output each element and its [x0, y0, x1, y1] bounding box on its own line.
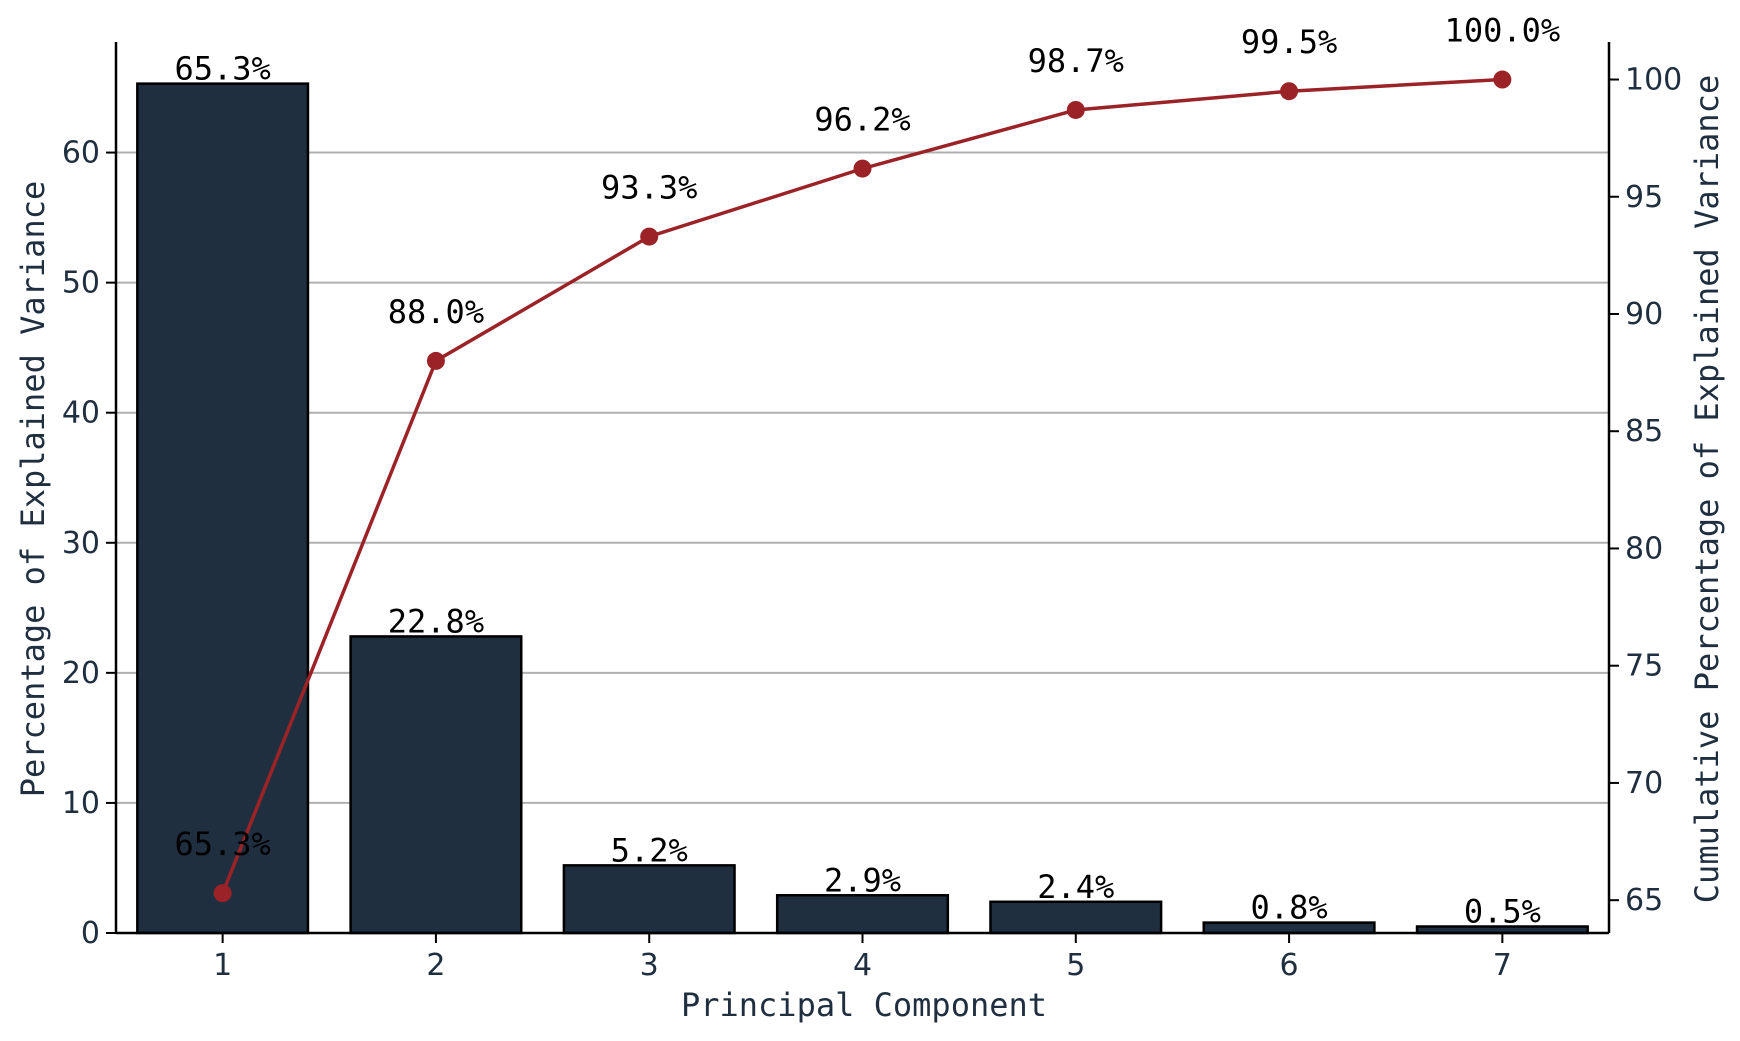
bar [136, 82, 310, 935]
label-layer: 65.3% 22.8% 5.2% 2.9% 2.4% 0.8% 0.5% 65.3% 88.0%… [174, 12, 1560, 931]
cumulative-value-label: 99.5% [1241, 23, 1337, 61]
cumulative-point [640, 227, 659, 246]
y2-tick-label: 70 [1625, 766, 1663, 801]
cumulative-value-label: 65.3% [174, 825, 270, 863]
cumulative-point [1493, 70, 1512, 89]
y2-tick-label: 75 [1625, 649, 1663, 684]
x-tick-label: 2 [426, 948, 445, 983]
x-tick-label: 5 [1066, 948, 1085, 983]
x-tick-label: 7 [1493, 948, 1512, 983]
y-tick-label: 60 [62, 136, 100, 171]
y-tick-label: 10 [62, 786, 100, 821]
cumulative-value-label: 93.3% [601, 169, 697, 207]
y-tick-label: 40 [62, 396, 100, 431]
cumulative-point [213, 884, 232, 903]
x-tick-label: 6 [1280, 948, 1299, 983]
cumulative-point [1066, 100, 1085, 119]
bar [775, 894, 950, 935]
bar [989, 900, 1163, 935]
cumulative-point [853, 159, 872, 178]
y-tick-label: 50 [62, 266, 100, 301]
cumulative-point [426, 351, 445, 370]
y2-axis-title: Cumulative Percentage of Explained Varia… [1688, 75, 1726, 903]
bar-value-label: 2.4% [1037, 868, 1114, 906]
cumulative-value-label: 98.7% [1028, 42, 1124, 80]
bar-value-label: 5.2% [611, 831, 688, 869]
cumulative-point [1280, 82, 1299, 101]
x-tick-label: 3 [640, 948, 659, 983]
y-tick-label: 20 [62, 656, 100, 691]
y2-tick-label: 90 [1625, 297, 1663, 332]
grid-layer [116, 151, 1609, 804]
bar-value-label: 2.9% [824, 861, 901, 899]
y2-tick-label: 100 [1625, 63, 1682, 98]
y-axis-title: Percentage of Explained Variance [14, 181, 52, 798]
x-axis-title: Principal Component [681, 986, 1047, 1024]
x-tick-label: 1 [213, 948, 232, 983]
bar-value-label: 65.3% [174, 50, 270, 88]
cumulative-value-label: 96.2% [814, 101, 910, 139]
y2-tick-label: 95 [1625, 180, 1663, 215]
x-tick-label: 4 [853, 948, 872, 983]
cumulative-value-label: 88.0% [388, 293, 484, 331]
bar [562, 864, 736, 935]
y2-tick-label: 65 [1625, 883, 1663, 918]
bar [349, 635, 523, 935]
y-tick-label: 30 [62, 526, 100, 561]
line-layer [213, 70, 1512, 903]
y2-tick-label: 85 [1625, 414, 1663, 449]
axis-layer: 0 10 20 30 40 50 60 65 70 75 80 85 90 95 100 1 2 3 4 5 6 7 [62, 42, 1682, 983]
bar-value-label: 0.8% [1251, 889, 1328, 927]
y2-tick-label: 80 [1625, 531, 1663, 566]
bar-layer [136, 82, 1589, 935]
bar-value-label: 0.5% [1464, 892, 1541, 930]
y-tick-label: 0 [81, 916, 100, 951]
cumulative-value-label: 100.0% [1445, 12, 1561, 50]
bar-value-label: 22.8% [388, 602, 484, 640]
